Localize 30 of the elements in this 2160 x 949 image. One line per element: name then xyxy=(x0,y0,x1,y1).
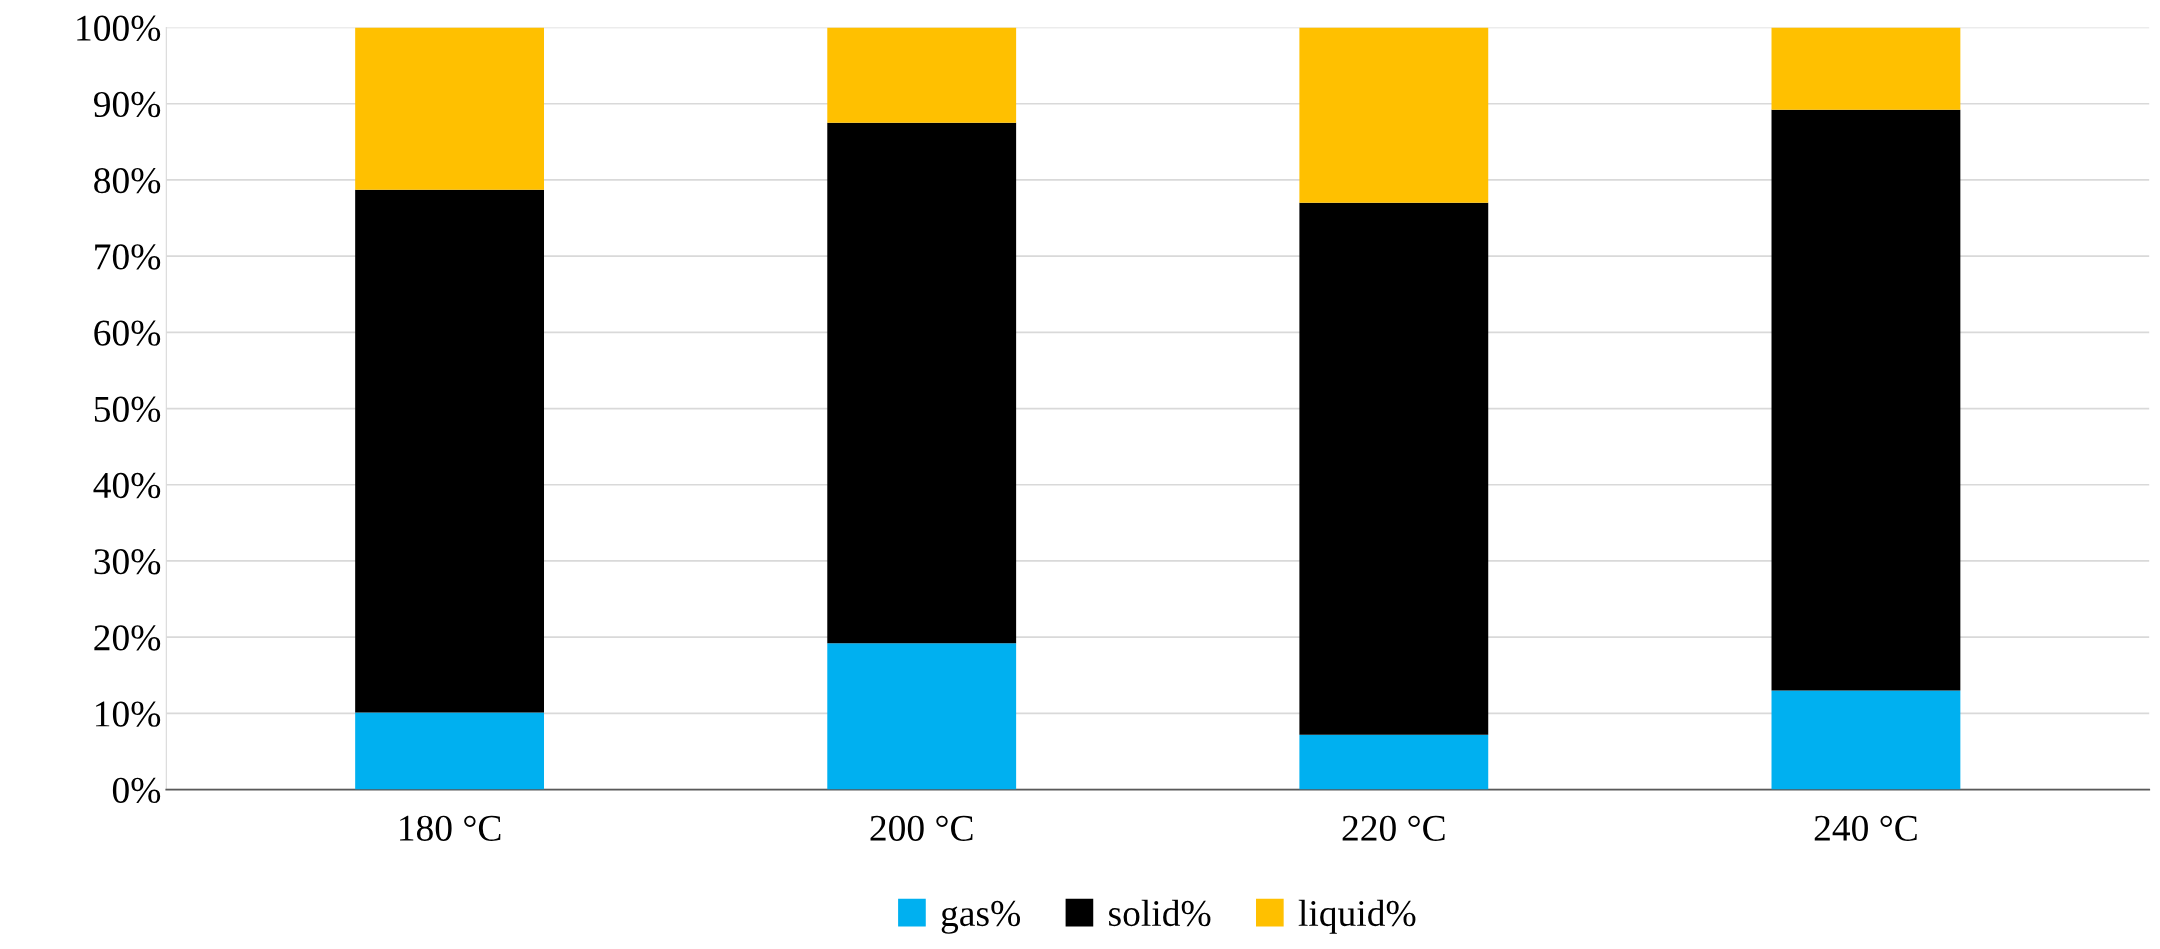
bar xyxy=(1771,109,1961,691)
y-tick-label: 30% xyxy=(94,549,161,575)
x-tick-label: 180 °C xyxy=(400,815,501,841)
bar xyxy=(1299,734,1489,790)
bar xyxy=(1299,27,1489,203)
x-tick-label: 240 °C xyxy=(1814,815,1917,841)
bar xyxy=(355,27,545,190)
legend-label: liquid% xyxy=(1298,899,1416,934)
bar xyxy=(1299,202,1489,735)
y-tick-label: 10% xyxy=(96,701,161,727)
bar xyxy=(1771,690,1961,790)
bar xyxy=(827,643,1017,790)
y-tick-label: 20% xyxy=(94,625,161,651)
y-tick-label: 90% xyxy=(93,91,161,118)
y-tick-label: 100% xyxy=(77,15,161,42)
bar xyxy=(1771,27,1961,110)
bar xyxy=(827,27,1017,123)
x-tick-label: 200 °C xyxy=(870,815,973,841)
y-tick-label: 40% xyxy=(93,472,161,499)
y-tick-label: 60% xyxy=(94,320,161,346)
bar xyxy=(827,122,1017,644)
bar xyxy=(355,189,545,713)
y-tick-label: 50% xyxy=(94,396,161,423)
y-tick-label: 0% xyxy=(112,777,161,804)
legend-label: gas% xyxy=(941,900,1021,934)
x-tick-label: 220 °C xyxy=(1342,815,1445,841)
legend-label: solid% xyxy=(1109,899,1211,927)
y-tick-label: 70% xyxy=(95,244,161,270)
y-tick-label: 80% xyxy=(94,168,161,194)
bar xyxy=(355,712,545,790)
